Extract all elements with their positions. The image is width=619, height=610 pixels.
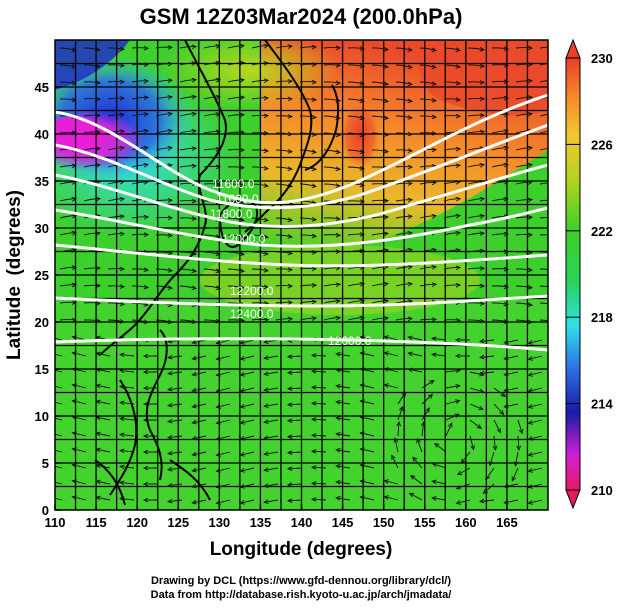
wind-arrowhead xyxy=(552,234,556,238)
wind-arrowhead xyxy=(552,286,556,290)
x-tick-label: 165 xyxy=(496,515,518,530)
y-tick-label: 5 xyxy=(42,456,49,471)
credit-data: Data from http://database.rish.kyoto-u.a… xyxy=(151,589,452,601)
wind-arrowhead xyxy=(552,62,556,66)
wind-arrowhead xyxy=(48,384,52,388)
y-tick-label: 0 xyxy=(42,503,49,518)
x-tick-label: 115 xyxy=(86,515,107,530)
wind-streamline xyxy=(468,286,484,287)
wind-arrowhead xyxy=(48,464,52,468)
wind-streamline xyxy=(228,150,244,151)
contour-label: 12400.0 xyxy=(230,307,274,321)
colorbar: 230 226 222 218 214 210 xyxy=(566,40,613,508)
wind-arrowhead xyxy=(552,216,556,220)
wind-arrowhead xyxy=(552,129,556,133)
y-tick-label: 10 xyxy=(35,409,49,424)
contour-label: 11800.0 xyxy=(210,207,253,221)
wind-arrowhead xyxy=(552,95,556,99)
colorbar-gradient xyxy=(566,58,580,490)
wind-arrowhead xyxy=(552,181,556,185)
colorbar-tick-label: 226 xyxy=(591,137,613,152)
y-tick-label: 35 xyxy=(35,174,49,189)
x-tick-label: 150 xyxy=(373,515,395,530)
y-tick-label: 40 xyxy=(35,127,49,142)
x-tick-label: 135 xyxy=(250,515,272,530)
chart-title: GSM 12Z03Mar2024 (200.0hPa) xyxy=(140,4,463,29)
wind-arrowhead xyxy=(552,303,556,307)
colorbar-tick-label: 218 xyxy=(591,310,613,325)
wind-arrowhead xyxy=(552,269,556,273)
wind-arrowhead xyxy=(552,199,556,203)
x-axis-label: Longitude (degrees) xyxy=(210,539,393,560)
wind-arrowhead xyxy=(48,432,52,436)
y-tick-label: 45 xyxy=(35,80,49,95)
wind-arrowhead xyxy=(48,448,52,452)
contour-label: 11600.0 xyxy=(216,192,259,206)
y-tick-label: 25 xyxy=(35,268,49,283)
y-tick-label: 15 xyxy=(35,362,49,377)
x-tick-label: 125 xyxy=(167,515,189,530)
x-tick-label: 155 xyxy=(414,515,436,530)
colorbar-tick-label: 214 xyxy=(591,397,613,412)
wind-arrowhead xyxy=(48,352,52,356)
latlon-grid xyxy=(55,40,548,510)
x-tick-label: 140 xyxy=(291,515,313,530)
wind-arrowhead xyxy=(552,45,556,49)
contour-label: 11600.0 xyxy=(212,177,255,191)
y-tick-label: 30 xyxy=(35,221,49,236)
wind-arrowhead xyxy=(48,480,52,484)
wind-arrowhead xyxy=(48,416,52,420)
colorbar-tick-label: 222 xyxy=(591,224,613,239)
wind-arrowhead xyxy=(552,79,556,83)
wind-arrowhead xyxy=(552,146,556,150)
colorbar-tick-label: 210 xyxy=(591,483,613,498)
wind-arrowhead xyxy=(48,336,52,340)
x-tick-label: 145 xyxy=(332,515,354,530)
colorbar-tick-label: 230 xyxy=(591,51,613,66)
wind-arrowhead xyxy=(552,164,556,168)
x-tick-label: 160 xyxy=(455,515,477,530)
credit-drawing: Drawing by DCL (https://www.gfd-dennou.o… xyxy=(151,575,451,587)
contour-label: 12600.0 xyxy=(328,334,372,348)
y-axis-label: Latitude (degrees) xyxy=(4,190,25,360)
wind-arrowhead xyxy=(48,368,52,372)
colorbar-bottom-arrow xyxy=(566,490,580,508)
contour-label: 12200.0 xyxy=(230,284,274,298)
plot-area: 11600.0 11600.0 11800.0 12000.0 12200.0 … xyxy=(20,30,556,510)
x-tick-label: 120 xyxy=(126,515,148,530)
wind-arrowhead xyxy=(552,251,556,255)
wind-arrowhead xyxy=(48,400,52,404)
colorbar-top-arrow xyxy=(566,40,580,58)
contour-label: 12000.0 xyxy=(222,232,266,246)
wind-arrowhead xyxy=(552,112,556,116)
wind-streamline xyxy=(108,269,124,270)
y-tick-label: 20 xyxy=(35,315,49,330)
wind-arrowhead xyxy=(48,496,52,500)
wind-arrowhead xyxy=(552,320,556,324)
x-tick-label: 130 xyxy=(208,515,230,530)
